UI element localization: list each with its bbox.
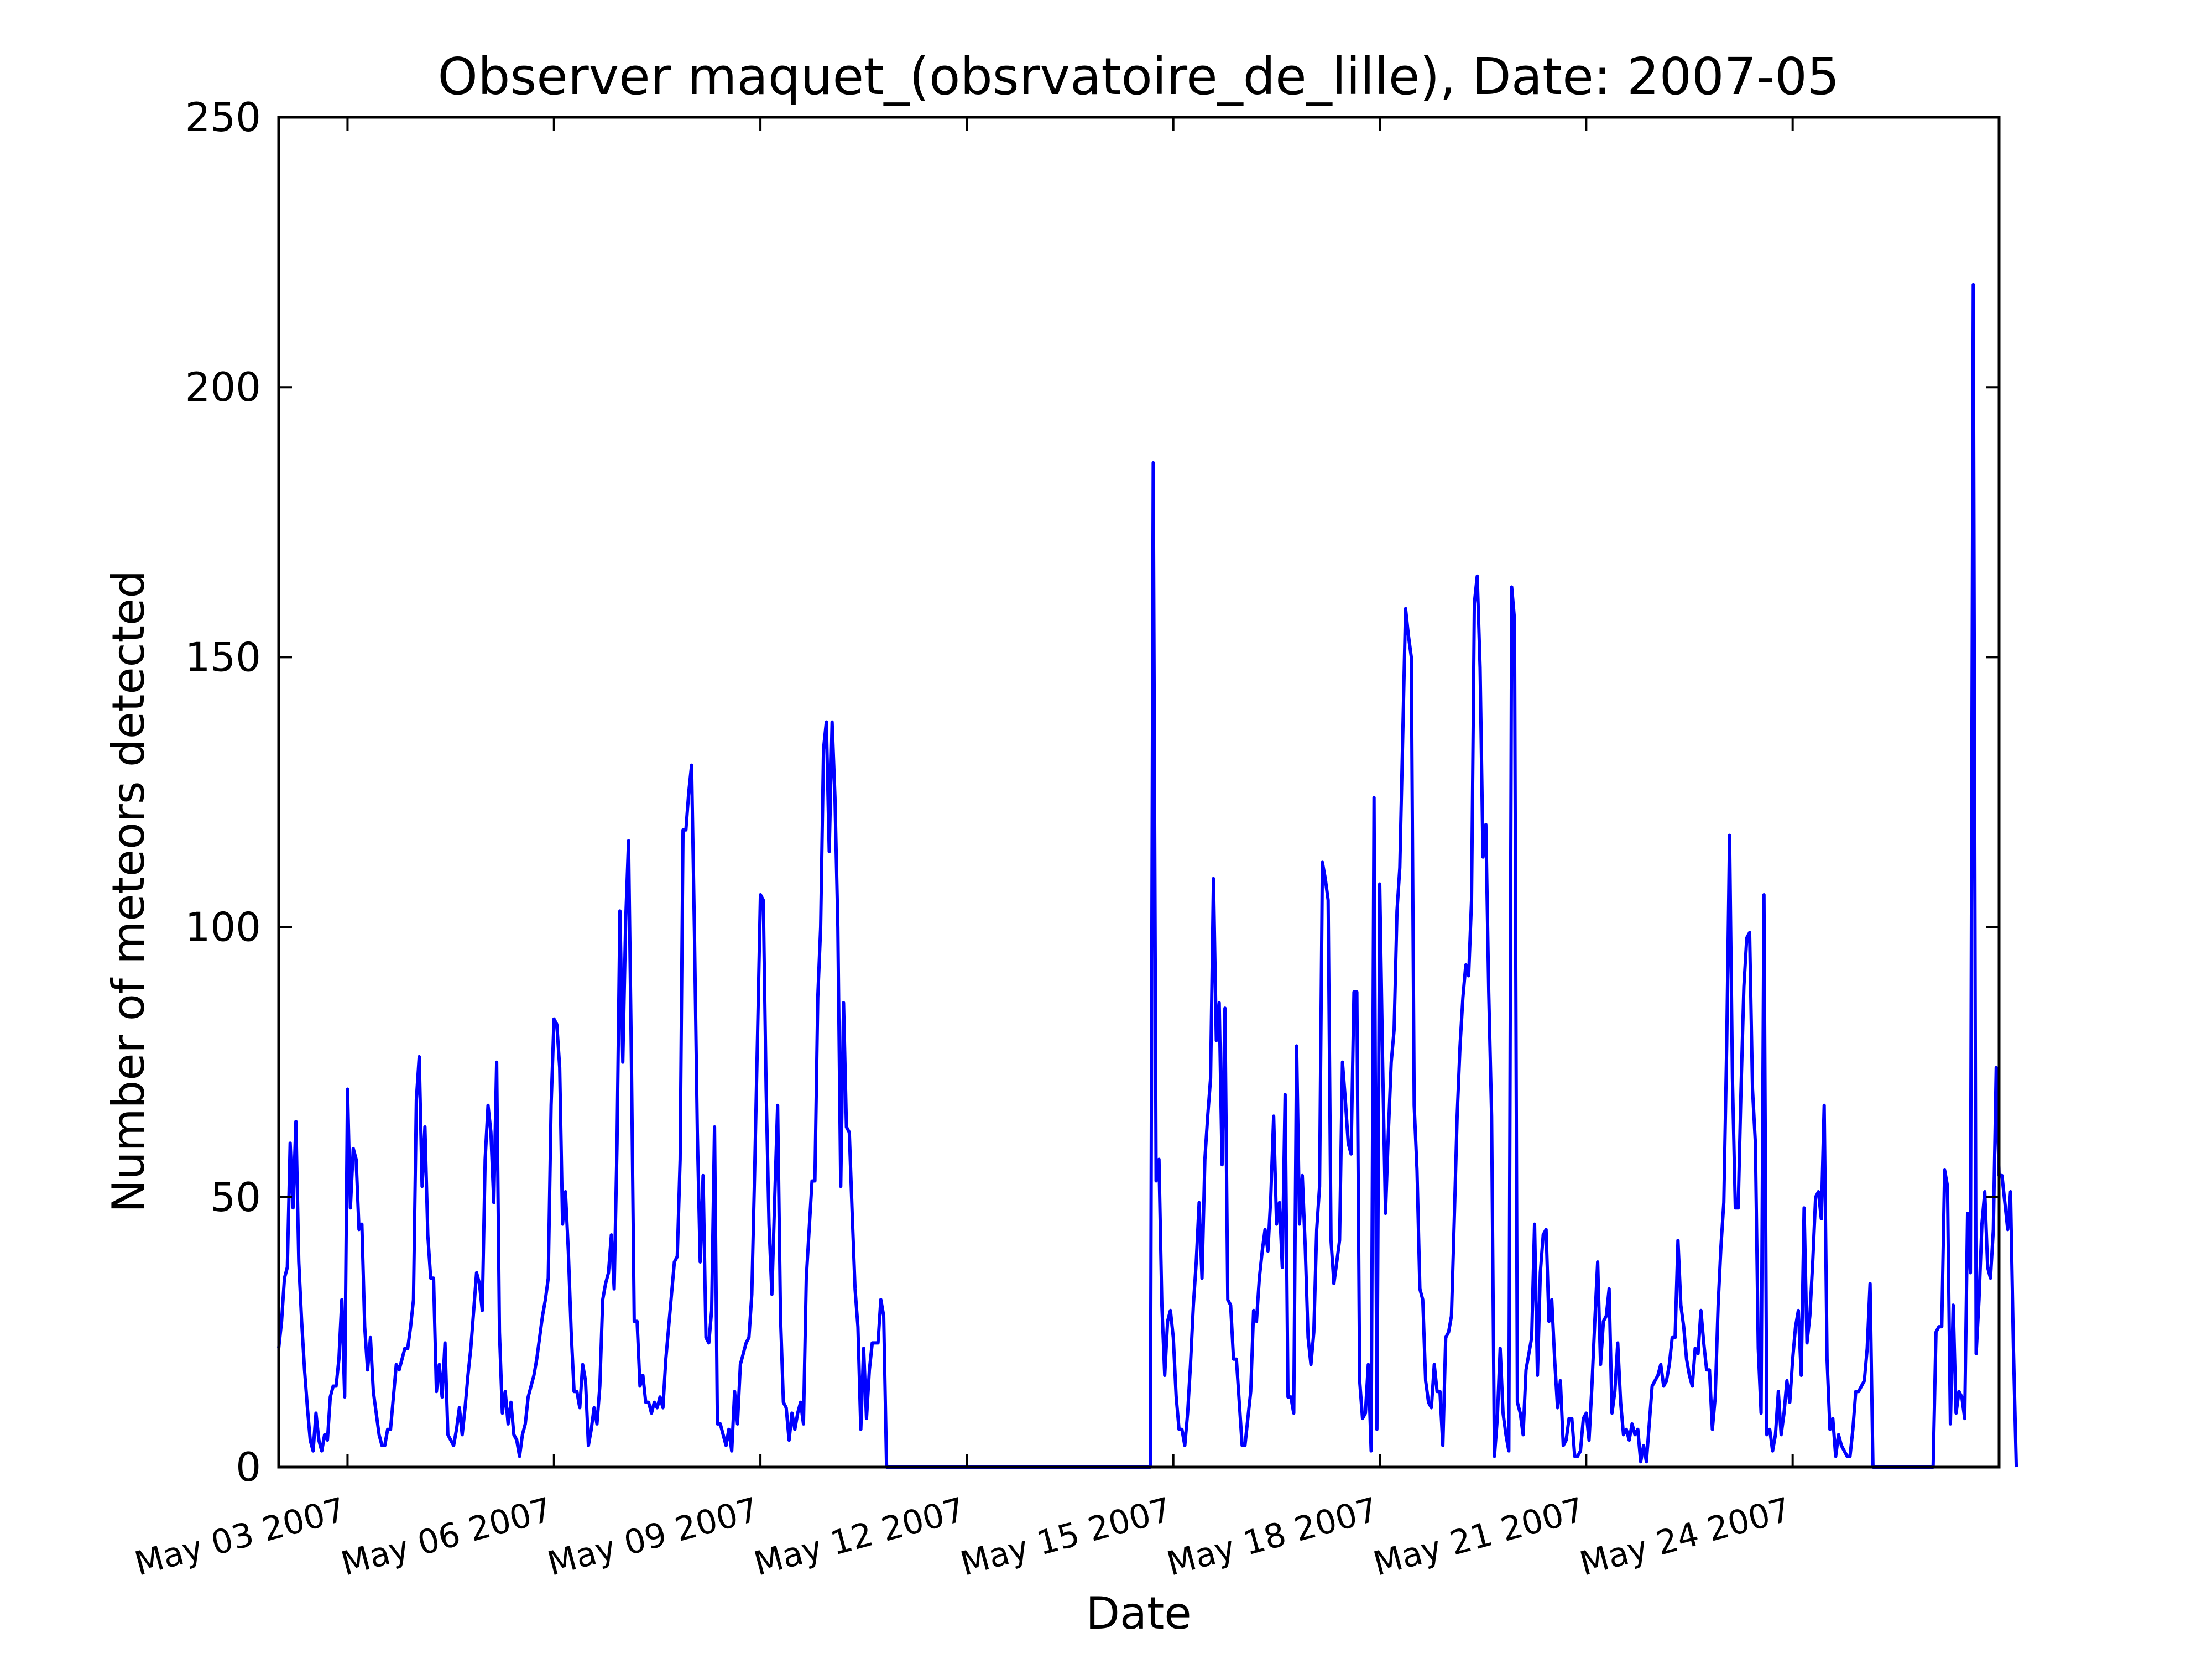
chart-title: Observer maquet_(obsrvatoire_de_lille), … xyxy=(438,47,1840,106)
y-tick-label: 0 xyxy=(236,1444,261,1490)
y-tick-label: 50 xyxy=(210,1174,261,1220)
x-axis-label: Date xyxy=(1086,1588,1191,1639)
y-tick-label: 250 xyxy=(185,94,261,140)
y-axis-label: Number of meteors detected xyxy=(103,570,154,1213)
plot-frame xyxy=(277,116,2001,1469)
y-tick-label: 100 xyxy=(185,904,261,951)
y-tick-label: 200 xyxy=(185,364,261,410)
y-tick-label: 150 xyxy=(185,634,261,680)
